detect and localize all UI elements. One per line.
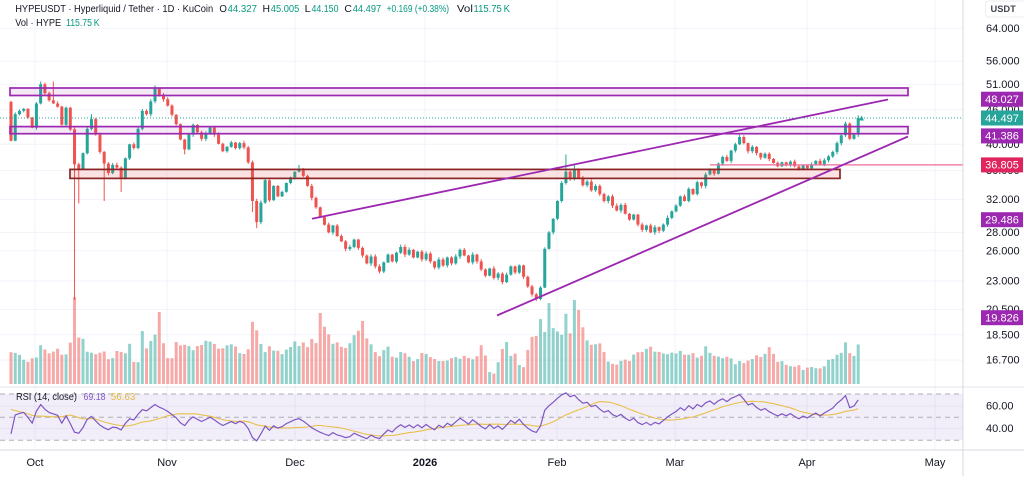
svg-text:115.75 K: 115.75 K [474, 4, 511, 15]
svg-text:64.000: 64.000 [986, 23, 1020, 35]
svg-text:L: L [305, 4, 311, 15]
svg-text:May: May [925, 457, 946, 469]
svg-text:Oct: Oct [26, 457, 43, 469]
svg-text:26.000: 26.000 [986, 245, 1020, 257]
svg-text:48.027: 48.027 [985, 94, 1019, 106]
svg-text:115.75 K: 115.75 K [66, 18, 100, 29]
svg-text:HYPEUSDT · Hyperliquid / Tethe: HYPEUSDT · Hyperliquid / Tether · 1D · K… [15, 4, 213, 15]
svg-text:16.700: 16.700 [986, 355, 1020, 367]
svg-text:Vol: Vol [457, 4, 473, 15]
svg-text:19.826: 19.826 [985, 313, 1019, 325]
svg-text:44.327: 44.327 [228, 4, 258, 15]
svg-text:44.497: 44.497 [985, 113, 1019, 125]
svg-text:C: C [344, 4, 352, 15]
svg-text:Apr: Apr [798, 457, 815, 469]
svg-text:29.486: 29.486 [985, 215, 1019, 227]
svg-text:44.497: 44.497 [353, 4, 382, 15]
svg-text:41.386: 41.386 [985, 131, 1019, 143]
svg-text:32.000: 32.000 [986, 194, 1020, 206]
svg-text:RSI (14, close): RSI (14, close) [16, 392, 77, 403]
svg-text:51.000: 51.000 [986, 79, 1020, 91]
svg-text:USDT: USDT [991, 4, 1017, 14]
svg-text:Nov: Nov [157, 457, 177, 469]
svg-text:Mar: Mar [666, 457, 685, 469]
svg-text:23.000: 23.000 [986, 276, 1020, 288]
svg-text:Vol · HYPE: Vol · HYPE [15, 18, 61, 29]
svg-text:56.000: 56.000 [986, 56, 1020, 68]
svg-text:H: H [263, 4, 271, 15]
svg-text:60.00: 60.00 [986, 401, 1014, 413]
svg-text:Dec: Dec [285, 457, 305, 469]
svg-text:36.805: 36.805 [985, 160, 1019, 172]
svg-text:+0.169 (+0.38%): +0.169 (+0.38%) [387, 4, 450, 15]
svg-text:2026: 2026 [413, 457, 437, 469]
svg-text:40.00: 40.00 [986, 423, 1014, 435]
svg-text:O: O [219, 4, 227, 15]
svg-text:69.18: 69.18 [84, 392, 106, 403]
svg-text:28.000: 28.000 [986, 227, 1020, 239]
svg-text:18.500: 18.500 [986, 329, 1020, 341]
svg-text:Feb: Feb [548, 457, 567, 469]
svg-text:56.63: 56.63 [111, 392, 136, 403]
svg-text:44.150: 44.150 [312, 4, 339, 15]
svg-text:45.005: 45.005 [271, 4, 300, 15]
